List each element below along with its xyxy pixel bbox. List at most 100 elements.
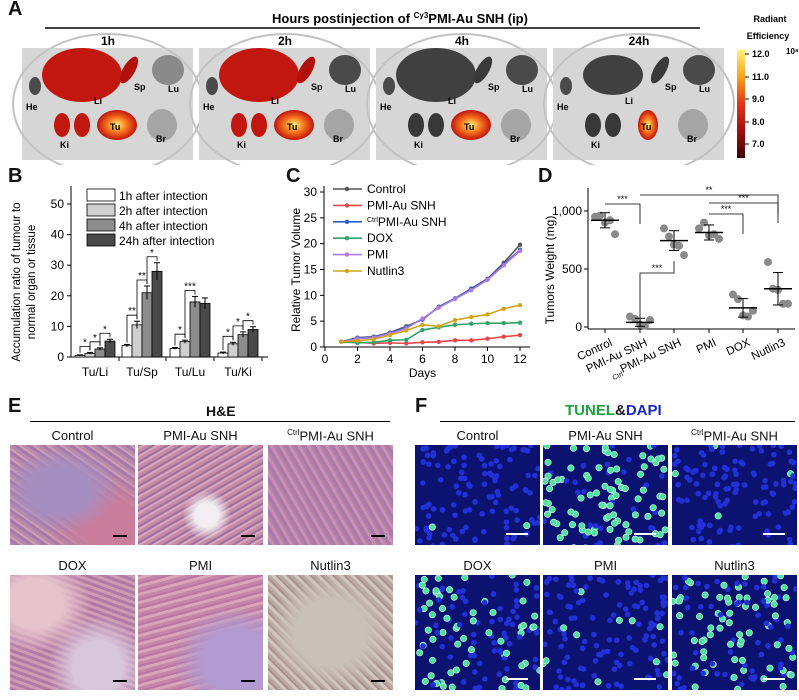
tumor-organ bbox=[638, 110, 658, 140]
cell-nucleus bbox=[708, 603, 714, 610]
organ-label-tu: Tu bbox=[110, 122, 120, 132]
cell-nucleus bbox=[773, 641, 781, 649]
image-caption: CtrlPMI-Au SNH bbox=[268, 428, 393, 443]
legend-marker bbox=[344, 236, 350, 241]
cell-nucleus bbox=[581, 488, 587, 495]
he-stain-image bbox=[268, 445, 393, 545]
cell-nucleus bbox=[433, 622, 439, 629]
cell-nucleus bbox=[725, 586, 731, 593]
legend-marker bbox=[344, 268, 350, 274]
cell-nucleus bbox=[546, 629, 553, 635]
cell-nucleus bbox=[531, 612, 539, 620]
tunel-dapi-image bbox=[672, 575, 797, 690]
organ-label-ki: Ki bbox=[414, 140, 423, 150]
cell-nucleus bbox=[420, 446, 426, 452]
cell-nucleus bbox=[574, 489, 581, 496]
cell-nucleus bbox=[706, 539, 713, 545]
scale-bar bbox=[763, 678, 785, 680]
cell-nucleus bbox=[565, 603, 571, 610]
cell-nucleus bbox=[481, 462, 488, 469]
cell-nucleus bbox=[443, 614, 451, 622]
cell-nucleus bbox=[556, 534, 564, 542]
cell-nucleus bbox=[532, 656, 539, 663]
data-point bbox=[469, 321, 474, 326]
x-tick-label: PMI bbox=[695, 337, 719, 357]
data-point bbox=[436, 339, 441, 345]
image-caption: PMI bbox=[138, 558, 263, 573]
cell-nucleus bbox=[447, 445, 453, 451]
cell-nucleus bbox=[717, 611, 724, 618]
cell-nucleus bbox=[634, 603, 641, 610]
significance-stars: * bbox=[236, 317, 240, 328]
cell-nucleus bbox=[624, 611, 631, 618]
cell-nucleus bbox=[719, 449, 726, 455]
cell-nucleus bbox=[733, 486, 739, 493]
cell-nucleus bbox=[573, 631, 581, 639]
cell-nucleus bbox=[424, 626, 432, 634]
cell-nucleus bbox=[513, 603, 520, 610]
cell-nucleus bbox=[749, 668, 755, 674]
cell-nucleus bbox=[745, 629, 753, 637]
cell-nucleus bbox=[709, 471, 716, 478]
data-point bbox=[420, 340, 425, 345]
cell-nucleus bbox=[625, 584, 632, 590]
cell-nucleus bbox=[732, 467, 738, 473]
cell-nucleus bbox=[690, 469, 696, 475]
cell-nucleus bbox=[650, 633, 657, 640]
cell-nucleus bbox=[661, 526, 668, 534]
image-caption: PMI-Au SNH bbox=[543, 428, 668, 443]
cell-nucleus bbox=[780, 584, 788, 592]
cell-nucleus bbox=[446, 526, 453, 533]
organ-label-sp: Sp bbox=[311, 82, 323, 92]
cell-nucleus bbox=[637, 470, 645, 478]
cell-nucleus bbox=[447, 654, 454, 660]
cell-nucleus bbox=[591, 672, 598, 679]
cell-nucleus bbox=[571, 615, 578, 621]
cell-nucleus bbox=[792, 586, 797, 592]
cell-nucleus bbox=[661, 650, 667, 657]
cell-nucleus bbox=[597, 525, 604, 531]
cell-nucleus bbox=[773, 481, 779, 487]
cell-nucleus bbox=[520, 621, 528, 629]
cell-nucleus bbox=[548, 506, 556, 514]
cell-nucleus bbox=[642, 605, 649, 612]
cell-nucleus bbox=[428, 523, 436, 531]
cell-nucleus bbox=[439, 628, 447, 636]
cell-nucleus bbox=[648, 525, 654, 531]
cell-nucleus bbox=[426, 599, 434, 607]
cell-nucleus bbox=[450, 593, 458, 601]
cell-nucleus bbox=[751, 471, 758, 478]
cell-nucleus bbox=[533, 593, 540, 599]
cell-nucleus bbox=[546, 485, 554, 493]
cell-nucleus bbox=[681, 684, 687, 690]
spleen-organ bbox=[473, 56, 493, 84]
cell-nucleus bbox=[567, 508, 575, 516]
cell-nucleus bbox=[651, 621, 657, 628]
caption-text: PMI-Au SNH bbox=[299, 428, 374, 444]
cell-nucleus bbox=[425, 461, 432, 467]
cell-nucleus bbox=[714, 481, 721, 488]
cell-nucleus bbox=[704, 583, 710, 590]
cell-nucleus bbox=[416, 607, 423, 613]
cell-nucleus bbox=[420, 643, 426, 649]
colorbar-title: Radiant bbox=[753, 14, 786, 24]
cell-nucleus bbox=[727, 649, 734, 655]
bar bbox=[141, 292, 153, 358]
cell-nucleus bbox=[715, 498, 721, 505]
cell-nucleus bbox=[481, 470, 488, 477]
cell-nucleus bbox=[436, 597, 442, 603]
cell-nucleus bbox=[626, 660, 633, 667]
cell-nucleus bbox=[690, 536, 697, 543]
caption-text: PMI-Au SNH bbox=[163, 428, 238, 443]
cell-nucleus bbox=[676, 612, 684, 620]
cell-nucleus bbox=[786, 536, 793, 543]
data-point bbox=[517, 302, 523, 308]
cell-nucleus bbox=[514, 517, 520, 523]
scale-bar bbox=[506, 678, 528, 680]
cell-nucleus bbox=[465, 481, 472, 488]
cell-nucleus bbox=[462, 659, 470, 667]
series-line bbox=[341, 250, 521, 343]
cell-nucleus bbox=[513, 587, 520, 593]
kidney-organ bbox=[605, 113, 621, 137]
cell-nucleus bbox=[741, 482, 748, 488]
